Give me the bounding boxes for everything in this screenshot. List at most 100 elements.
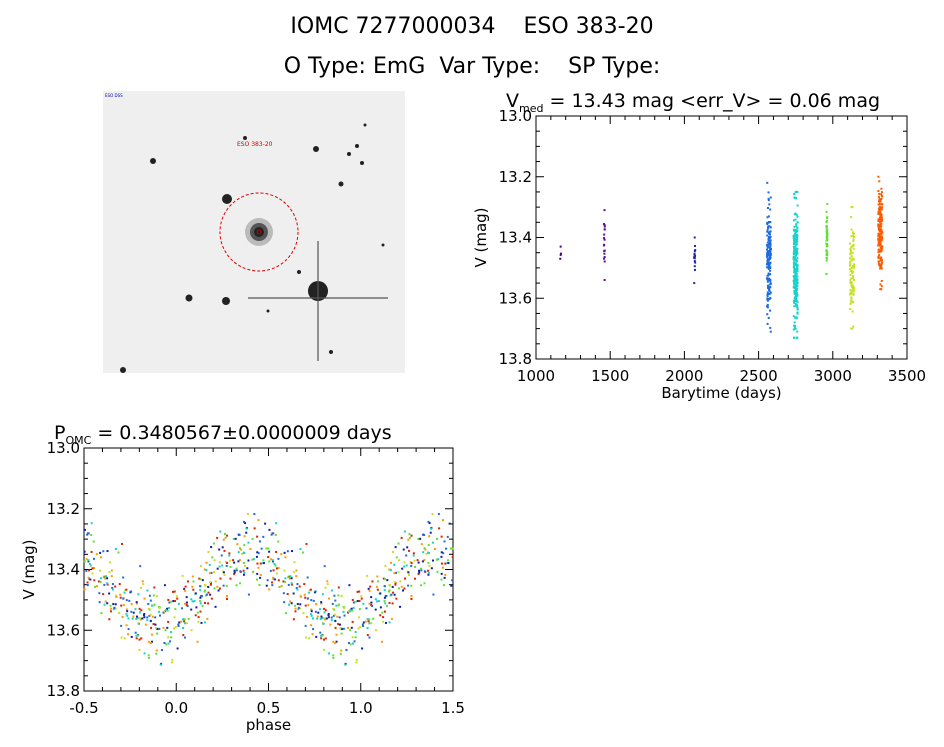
lightcurve-point xyxy=(850,235,853,238)
lightcurve-point xyxy=(795,317,798,320)
phased-point xyxy=(324,637,327,640)
phased-point xyxy=(370,622,373,625)
phased-point xyxy=(409,561,412,564)
lightcurve-point xyxy=(793,241,796,244)
phased-point xyxy=(405,554,408,557)
phased-point xyxy=(247,593,250,596)
phased-point xyxy=(199,602,202,605)
phased-point xyxy=(144,623,147,626)
phased-point xyxy=(440,555,443,558)
phased-point xyxy=(427,569,430,572)
phased-point xyxy=(177,623,180,626)
phased-point xyxy=(356,600,359,603)
phased-point xyxy=(219,530,222,533)
phased-point xyxy=(147,656,150,659)
phased-point xyxy=(432,593,435,596)
phased-point xyxy=(207,550,210,553)
phased-point xyxy=(205,561,208,564)
phased-point xyxy=(265,584,268,587)
phased-point xyxy=(360,597,363,600)
phased-point xyxy=(302,611,305,614)
lightcurve-point xyxy=(879,218,882,221)
phased-point xyxy=(340,632,343,635)
phased-point xyxy=(90,550,93,553)
phased-point xyxy=(243,571,246,574)
phased-point xyxy=(210,582,213,585)
phased-point xyxy=(177,625,180,628)
phased-point xyxy=(209,593,212,596)
lightcurve-point xyxy=(878,237,881,240)
phased-point xyxy=(311,633,314,636)
phased-point xyxy=(351,636,354,639)
phased-point xyxy=(183,620,186,623)
phased-point xyxy=(342,627,345,630)
phased-point xyxy=(197,616,200,619)
phased-point xyxy=(184,589,187,592)
lightcurve-point xyxy=(768,254,771,257)
phased-point xyxy=(233,572,236,575)
lightcurve-point xyxy=(796,306,799,309)
phased-point xyxy=(259,540,262,543)
lightcurve-point xyxy=(850,301,853,304)
phased-point xyxy=(440,535,443,538)
lightcurve-point xyxy=(693,282,696,285)
phased-point xyxy=(342,606,345,609)
phased-point xyxy=(218,587,221,590)
lightcurve-point xyxy=(769,221,772,224)
lightcurve-xtick-label: 2500 xyxy=(740,367,778,385)
phased-point xyxy=(255,555,258,558)
phased-point xyxy=(196,611,199,614)
phased-point xyxy=(431,541,434,544)
lightcurve-point xyxy=(880,279,883,282)
phased-point xyxy=(135,602,138,605)
phased-point xyxy=(108,561,111,564)
phased-point xyxy=(203,590,206,593)
lightcurve-point xyxy=(825,221,828,224)
lightcurve-point xyxy=(792,324,795,327)
lightcurve-point xyxy=(796,230,799,233)
phased-point xyxy=(303,583,306,586)
phased-point xyxy=(385,604,388,607)
phased-point xyxy=(229,577,232,580)
phased-point xyxy=(90,534,93,537)
phased-point xyxy=(374,598,377,601)
phased-point xyxy=(393,563,396,566)
phased-point xyxy=(427,551,430,554)
phased-point xyxy=(332,607,335,610)
phased-point xyxy=(127,633,130,636)
phased-point xyxy=(323,565,326,568)
phased-point xyxy=(419,537,422,540)
lightcurve-point xyxy=(877,219,880,222)
phased-point xyxy=(239,570,242,573)
lightcurve-point xyxy=(850,296,853,299)
finder-star xyxy=(150,158,156,164)
phased-point xyxy=(150,633,153,636)
phased-xlabel: phase xyxy=(246,716,291,734)
lightcurve-point xyxy=(795,297,798,300)
phased-point xyxy=(130,603,133,606)
phased-point xyxy=(97,580,100,583)
phased-point xyxy=(337,623,340,626)
lightcurve-point xyxy=(825,259,828,262)
lightcurve-point xyxy=(826,216,829,219)
phased-point xyxy=(125,588,128,591)
lightcurve-point xyxy=(880,187,883,190)
phased-point xyxy=(394,571,397,574)
lightcurve-point xyxy=(793,258,796,261)
phased-point xyxy=(364,620,367,623)
phased-point xyxy=(262,559,265,562)
phased-point xyxy=(138,617,141,620)
phased-point xyxy=(174,608,177,611)
phased-point xyxy=(168,601,171,604)
lightcurve-point xyxy=(768,233,771,236)
phased-point xyxy=(443,540,446,543)
lightcurve-point xyxy=(826,257,829,260)
lightcurve-point xyxy=(766,298,769,301)
phased-point xyxy=(173,590,176,593)
lightcurve-point xyxy=(851,206,854,209)
phased-point xyxy=(330,589,333,592)
lightcurve-point xyxy=(794,316,797,319)
phased-point xyxy=(335,633,338,636)
phased-point xyxy=(275,567,278,570)
phased-point xyxy=(95,553,98,556)
